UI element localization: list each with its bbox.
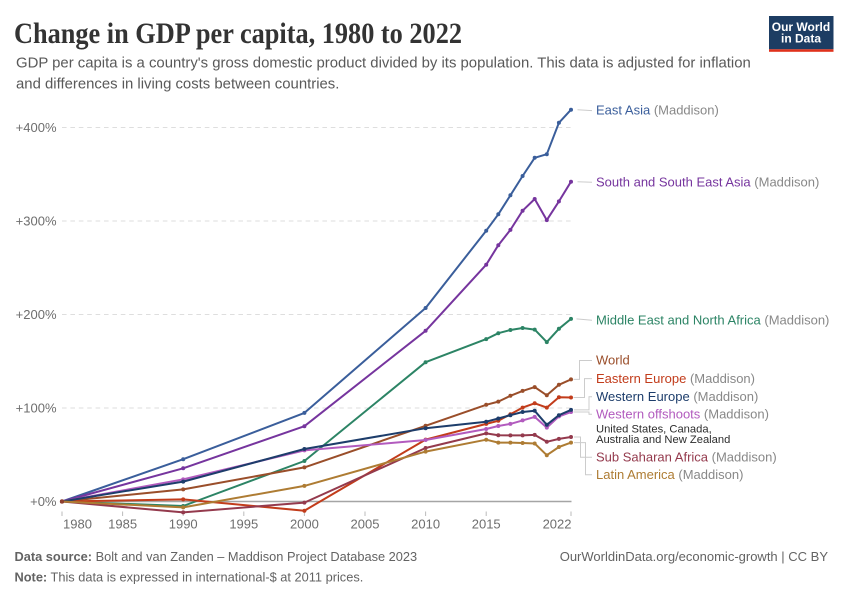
svg-text:+400%: +400% bbox=[16, 120, 57, 135]
svg-text:United States, Canada,: United States, Canada, bbox=[596, 423, 712, 435]
svg-text:Change in GDP per capita, 1980: Change in GDP per capita, 1980 to 2022 bbox=[14, 17, 462, 50]
svg-text:Latin America (Maddison): Latin America (Maddison) bbox=[596, 467, 743, 482]
svg-text:Western offshoots (Maddison): Western offshoots (Maddison) bbox=[596, 407, 769, 422]
svg-text:GDP per capita is a country's: GDP per capita is a country's gross dome… bbox=[16, 56, 751, 72]
svg-text:+100%: +100% bbox=[16, 401, 57, 416]
svg-text:Western Europe (Maddison): Western Europe (Maddison) bbox=[596, 389, 758, 404]
svg-text:Sub Saharan Africa (Maddison): Sub Saharan Africa (Maddison) bbox=[596, 450, 777, 465]
svg-text:2010: 2010 bbox=[411, 517, 440, 532]
svg-text:Eastern Europe (Maddison): Eastern Europe (Maddison) bbox=[596, 371, 755, 386]
svg-text:Australia and New Zealand: Australia and New Zealand bbox=[596, 434, 730, 446]
svg-text:1995: 1995 bbox=[229, 517, 258, 532]
svg-text:2005: 2005 bbox=[351, 517, 380, 532]
svg-text:2015: 2015 bbox=[472, 517, 501, 532]
svg-text:Middle East and North Africa (: Middle East and North Africa (Maddison) bbox=[596, 313, 829, 328]
svg-text:1990: 1990 bbox=[169, 517, 198, 532]
svg-text:South and South East Asia (Mad: South and South East Asia (Maddison) bbox=[596, 175, 819, 190]
svg-text:East Asia (Maddison): East Asia (Maddison) bbox=[596, 103, 719, 118]
svg-text:Note: This data is expressed i: Note: This data is expressed in internat… bbox=[15, 570, 364, 585]
svg-text:World: World bbox=[596, 353, 630, 368]
svg-text:2000: 2000 bbox=[290, 517, 319, 532]
svg-text:1985: 1985 bbox=[108, 517, 137, 532]
svg-text:+0%: +0% bbox=[30, 494, 57, 509]
svg-text:Data source: Bolt and van Zand: Data source: Bolt and van Zanden – Maddi… bbox=[15, 549, 418, 564]
svg-text:in Data: in Data bbox=[781, 32, 821, 46]
svg-text:+300%: +300% bbox=[16, 214, 57, 229]
svg-text:+200%: +200% bbox=[16, 307, 57, 322]
svg-text:OurWorldinData.org/economic-gr: OurWorldinData.org/economic-growth | CC … bbox=[560, 549, 829, 564]
svg-text:2022: 2022 bbox=[543, 517, 572, 532]
svg-text:1980: 1980 bbox=[63, 517, 92, 532]
svg-text:and differences in living cost: and differences in living costs between … bbox=[16, 77, 339, 93]
svg-text:Our World: Our World bbox=[772, 20, 830, 34]
